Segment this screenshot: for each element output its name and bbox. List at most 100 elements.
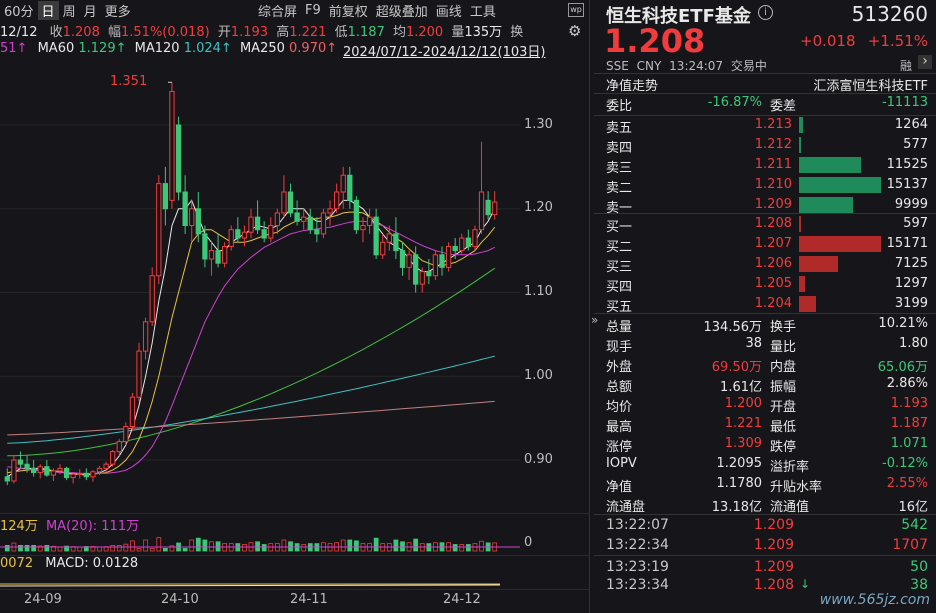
candlestick-chart[interactable] [0,58,520,513]
volume-bar [189,539,195,552]
candle [314,217,320,243]
candle [149,267,155,326]
quote-time: 13:24:07 [669,59,724,73]
fund-code: 513260 [851,2,928,26]
ask-row[interactable]: 卖三 1.211 11525 [594,155,936,176]
tab-composite[interactable]: 综合屏 [258,4,298,20]
candle [63,466,70,481]
candle [116,439,122,456]
price-change-pct: +1.51% [867,32,928,50]
bid-row[interactable]: 买五 1.204 3199 [594,294,936,315]
stat-label: 涨停 [606,440,633,455]
candle-body [208,250,215,260]
bid-row[interactable]: 买三 1.206 7125 [594,254,936,275]
tick-volume: 50 [910,559,928,575]
bid-row[interactable]: 买四 1.205 1297 [594,274,936,295]
tab-day[interactable]: 日 [37,0,59,20]
candle [235,217,241,243]
volume-bar [162,547,168,552]
candle-body [189,208,195,226]
wp-badge-icon[interactable]: wp [568,3,584,17]
ask-row[interactable]: 卖二 1.210 15137 [594,175,936,196]
bid-row[interactable]: 买一 1.208 597 [594,214,936,235]
date-range[interactable]: 2024/07/12-2024/12/12(103日) [343,45,546,60]
ask-row[interactable]: 卖一 1.209 9999 [594,195,936,216]
bid-price: 1.208 [754,216,792,231]
candle [129,393,136,431]
bid-row[interactable]: 买二 1.207 15171 [594,234,936,255]
divider [0,589,590,590]
tab-month[interactable]: 月 [83,4,97,20]
tab-overlay[interactable]: 超级叠加 [375,4,428,20]
period-selector[interactable]: 60分 [4,4,34,20]
candle [393,217,399,259]
candle-body [63,467,70,479]
tab-more[interactable]: 更多 [104,4,131,20]
candle [103,461,109,473]
stat-value: 1.61亿 [720,380,762,395]
bid-volume-bar [799,216,801,232]
tab-tools[interactable]: 工具 [469,4,496,20]
candle [399,242,406,276]
candle [169,82,175,209]
quote-open: 1.193 [230,25,269,40]
volume-bar [255,541,260,552]
divider [594,555,936,556]
candle [459,233,465,255]
ask-row[interactable]: 卖五 1.213 1264 [594,115,936,136]
candle-body [287,191,294,214]
stats-row: IOPV 1.2095 溢折率 -0.12% [594,454,936,475]
ask-volume-bar [799,117,804,133]
xtick-1: 24-09 [24,592,62,607]
ask-label: 卖五 [606,121,633,136]
collapse-arrow-icon[interactable]: » [591,313,599,327]
candle-body [472,229,478,247]
tick-row: 13:23:19 1.209 50 [594,557,936,577]
stat-label: 外盘 [606,360,633,375]
ask-row[interactable]: 卖四 1.212 577 [594,135,936,156]
bid-volume-bar [799,296,817,312]
volume-bar [116,544,122,552]
candle [90,470,96,482]
tick-price: 1.208 [753,577,794,593]
chart-settings-icon[interactable]: ⚙ [568,22,582,40]
tab-f9[interactable]: F9 [305,2,321,18]
candle-body [452,245,458,252]
candle [156,175,162,285]
commission-diff: -11113 [881,95,928,110]
volume-bar [288,541,293,552]
candle-body [195,208,201,235]
nav-trend-link[interactable]: 净值走势 [606,79,659,94]
candle-body [380,241,386,256]
candle [432,250,439,280]
candle-body [274,212,280,226]
candle-body [307,216,313,231]
candle-body [50,470,57,476]
tab-adjust[interactable]: 前复权 [328,4,368,20]
candle-body [83,472,89,478]
volume-bar [400,541,405,552]
tab-draw[interactable]: 画线 [435,4,462,20]
bid-label: 买三 [606,260,633,275]
bid-label: 买二 [606,240,633,255]
stat-value: 1.187 [890,416,928,431]
expand-arrow-icon[interactable]: › [918,54,932,69]
tick-time: 13:23:19 [606,559,669,575]
volume-bar [123,543,129,552]
quote-date: 12/12 [0,25,38,40]
stat-value: 16亿 [898,500,928,515]
candle [261,221,267,243]
bid-volume: 1297 [894,276,928,291]
tab-week[interactable]: 周 [62,4,76,20]
candle [294,200,300,226]
candle-body [459,237,465,252]
candle [37,464,43,479]
stat-value: 1.221 [724,416,762,431]
exchange: SSE [606,59,629,73]
candle-body [149,275,155,323]
quote-low-label: 低 [334,25,348,40]
volume-bar [301,544,307,552]
price-change: +0.018 [800,32,856,50]
info-icon[interactable]: i [758,5,773,20]
volume-bar [479,540,484,552]
